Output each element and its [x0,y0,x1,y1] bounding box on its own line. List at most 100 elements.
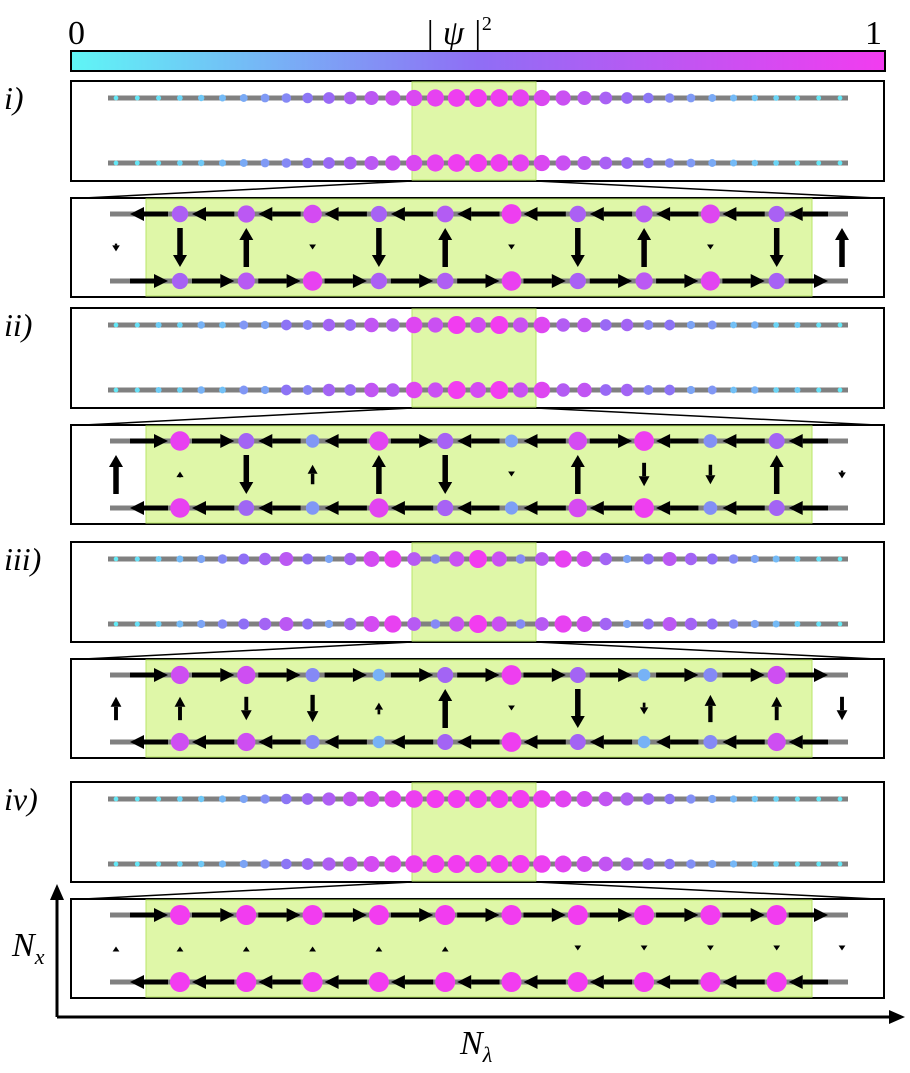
overview-site-bottom [642,858,655,870]
overview-site-bottom [344,384,357,396]
overview-site-bottom [577,382,592,398]
overview-site-top [281,793,292,805]
overview-site-bottom [301,858,314,870]
rung-arrow-head [707,945,714,951]
detail-site-bottom [436,272,454,290]
overview-site-top [554,790,572,808]
detail-site-top [170,431,190,451]
overview-site-top [556,318,570,332]
rung-arrow-head [704,694,717,706]
rung-arrow-head [773,945,781,951]
detail-site-bottom [437,499,454,517]
overview-site-top [386,318,400,332]
detail-site-top [637,668,651,682]
overview-site-top [490,790,509,808]
overview-site-bottom [837,621,843,627]
rung-arrow-head [438,228,453,240]
overview-site-bottom [134,160,140,166]
overview-site-bottom [156,861,162,867]
bond-arrow-top-head [523,434,538,448]
bond-arrow-bottom-head [130,975,144,989]
overview-site-bottom [794,861,800,867]
overview-site-top [599,91,613,105]
rung-arrow-head [176,471,184,478]
overview-site-bottom [556,383,570,397]
rung-arrow-head [375,946,383,952]
overview-site-bottom [218,860,227,868]
overview-site-top [258,552,272,566]
overview-site-bottom [384,615,402,633]
rung-arrow-head [769,255,784,267]
overview-site-top [664,319,676,331]
overview-site-top [134,796,140,802]
bond-arrow-bottom-head [722,501,737,515]
rung-arrow-head [371,255,386,267]
detail-site-top [568,431,588,451]
overview-site-bottom [239,385,249,395]
bond-arrow-top-head [130,207,144,221]
overview-site-bottom [239,859,248,869]
rung-arrow-head [638,476,650,487]
zoom-line-left [83,881,413,900]
overview-site-bottom [534,617,549,631]
overview-site-bottom [177,861,183,867]
bond-arrow-top-head [523,207,538,221]
detail-site-bottom [634,498,654,518]
overview-site-bottom [238,618,250,630]
overview-site-top [662,551,677,567]
overview-site-top [837,796,843,802]
detail-site-top [236,905,257,925]
overview-site-top [197,94,205,102]
overview-site-bottom [686,385,696,395]
bond-arrow-top-head [154,668,168,682]
detail-site-bottom [171,272,189,290]
overview-site-top [218,795,227,803]
overview-site-bottom [620,383,634,397]
colorbar: 0 1 | ψ |2 [68,13,886,72]
overview-site-bottom [512,154,530,172]
overview-site-top [113,95,119,101]
rung-arrow-head [438,482,453,494]
overview-site-bottom [773,160,779,166]
overview-site-top [239,320,249,330]
overview-site-bottom [773,861,779,867]
overview-site-bottom [386,383,400,397]
detail-site-top [634,905,655,925]
overview-site-top [176,555,184,563]
overview-site-top [773,796,779,802]
edge-rung-arrow-right-head [838,945,846,951]
detail-site-bottom [302,271,323,291]
bond-arrow-top-head [419,908,434,922]
overview-site-bottom [686,859,696,869]
overview-site-top [134,322,140,328]
overview-site-top [533,790,551,808]
detail-site-bottom [568,498,588,518]
overview-site-bottom [197,386,205,394]
overview-site-top [577,90,592,106]
overview-site-bottom [197,619,206,629]
overview-site-bottom [113,861,119,867]
overview-site-bottom [197,159,205,167]
overview-site-top [324,554,334,564]
detail-site-bottom [567,972,588,992]
bond-arrow-top-head [551,668,566,682]
overview-site-bottom [816,387,822,393]
overview-site-top [686,320,696,330]
overview-site-top [816,796,822,802]
bond-arrow-bottom-head [589,975,604,989]
overview-site-bottom [816,621,822,627]
overview-site-bottom [773,387,779,393]
overview-site-top [426,89,444,107]
overview-site-bottom [324,619,334,629]
overview-site-bottom [555,155,571,171]
overview-site-top [664,93,675,103]
overview-site-top [620,792,634,806]
overview-site-bottom [258,617,272,631]
rung-arrow-head [374,702,384,710]
panels: i) ii) iii) iv) [4,80,885,999]
overview-site-bottom [426,855,445,873]
detail-site-top [768,205,785,223]
bond-arrow-top-head [656,207,671,221]
bond-arrow-top-head [551,908,566,922]
overview-site-top [260,794,270,804]
